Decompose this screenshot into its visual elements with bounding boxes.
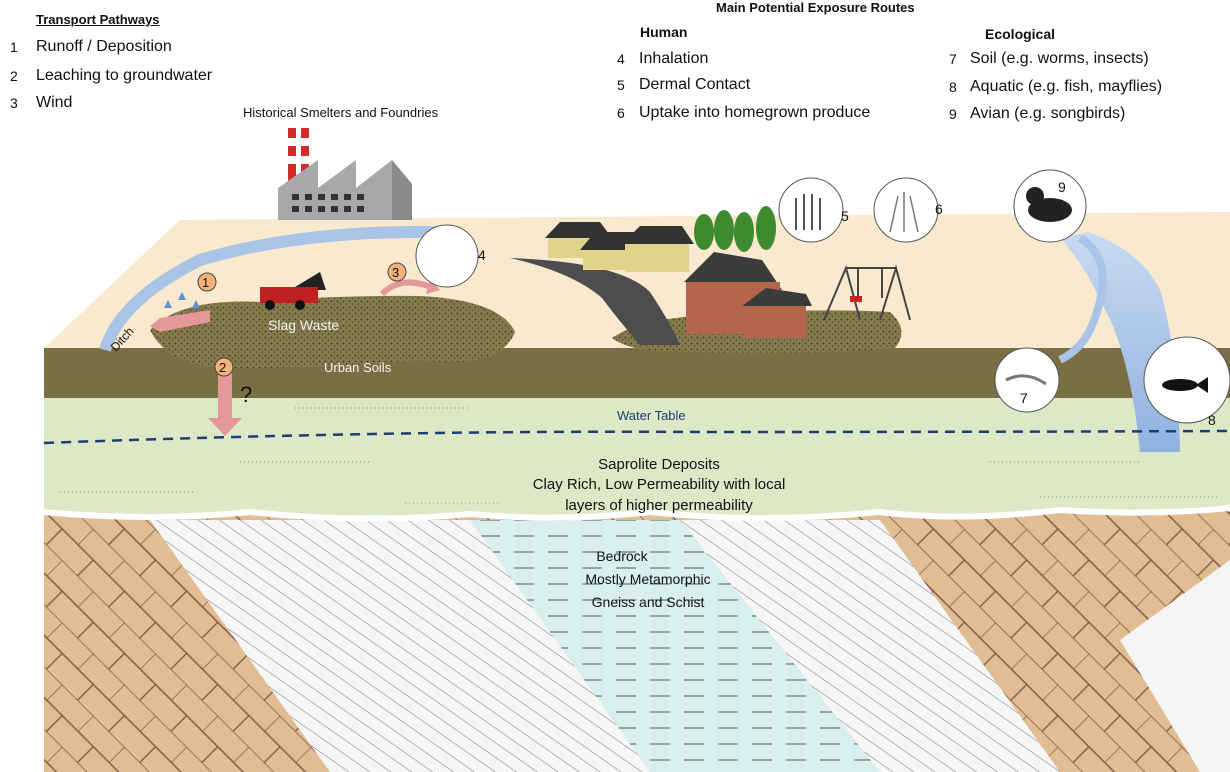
eco-list-label: Aquatic (e.g. fish, mayflies) — [970, 78, 1163, 95]
eco-list-label: Soil (e.g. worms, insects) — [970, 50, 1149, 67]
swing-set — [823, 264, 911, 321]
exposure-circles — [415, 169, 1230, 424]
bedrock-desc-1: Mostly Metamorphic — [585, 571, 710, 587]
transport-list-num: 2 — [10, 68, 18, 84]
marker-5: 5 — [841, 208, 849, 224]
road — [510, 258, 680, 345]
marker-1: 1 — [202, 275, 209, 290]
factory — [278, 128, 412, 220]
white-edge — [1120, 560, 1230, 772]
marker-4: 4 — [478, 247, 486, 263]
transport-list-num: 1 — [10, 39, 18, 55]
human-list-label: Dermal Contact — [639, 76, 751, 93]
transport-list-label: Leaching to groundwater — [36, 67, 213, 84]
water-table-line — [43, 429, 1230, 445]
stream-branch — [1058, 234, 1107, 364]
transport-list-label: Runoff / Deposition — [36, 38, 172, 55]
human-list-label: Uptake into homegrown produce — [639, 104, 871, 121]
human-title: Human — [640, 24, 688, 40]
question-mark: ? — [240, 382, 252, 407]
urban-soils-label: Urban Soils — [324, 360, 392, 375]
schist-band-mid — [320, 520, 660, 772]
dump-truck — [260, 272, 326, 310]
transport-title: Transport Pathways — [36, 12, 160, 27]
saprolite-title: Saprolite Deposits — [598, 456, 720, 473]
houses — [545, 222, 812, 338]
saprolite-desc-1: Clay Rich, Low Permeability with local — [533, 476, 786, 493]
water-table-label: Water Table — [617, 408, 686, 423]
bedrock-desc-2: Gneiss and Schist — [592, 594, 705, 610]
aquifer-band — [470, 520, 880, 772]
eco-list-num: 8 — [949, 79, 957, 95]
marker-9: 9 — [1058, 179, 1066, 195]
eco-list-num: 7 — [949, 51, 957, 67]
smelters-label: Historical Smelters and Foundries — [243, 105, 439, 120]
marker-7: 7 — [1020, 390, 1028, 406]
transport-list-num: 3 — [10, 95, 18, 111]
marker-3: 3 — [392, 265, 399, 280]
slag-label: Slag Waste — [268, 317, 339, 333]
human-list-num: 6 — [617, 105, 625, 121]
saprolite-layer — [44, 395, 1230, 519]
saprolite-desc-2: layers of higher permeability — [565, 497, 753, 514]
marker-2: 2 — [219, 360, 226, 375]
ditch — [99, 225, 441, 352]
schist-band-right — [680, 520, 1060, 772]
marker-8: 8 — [1208, 412, 1216, 428]
trees — [694, 206, 776, 252]
human-list-num: 5 — [617, 77, 625, 93]
human-list-label: Inhalation — [639, 50, 709, 67]
wind-arrow — [379, 279, 430, 297]
transport-list-label: Wind — [36, 94, 73, 111]
runoff-arrow — [150, 310, 210, 332]
slag-pile — [150, 295, 515, 369]
human-list-num: 4 — [617, 51, 625, 67]
marker-6: 6 — [935, 201, 943, 217]
eco-list-label: Avian (e.g. songbirds) — [970, 105, 1126, 122]
schist-band-left — [150, 520, 540, 772]
exposure-title: Main Potential Exposure Routes — [716, 0, 915, 15]
bedrock-title: Bedrock — [596, 548, 648, 564]
eco-list-num: 9 — [949, 106, 957, 122]
eco-title: Ecological — [985, 26, 1056, 42]
pathway-markers — [197, 262, 407, 377]
leaching-arrow — [218, 372, 232, 420]
